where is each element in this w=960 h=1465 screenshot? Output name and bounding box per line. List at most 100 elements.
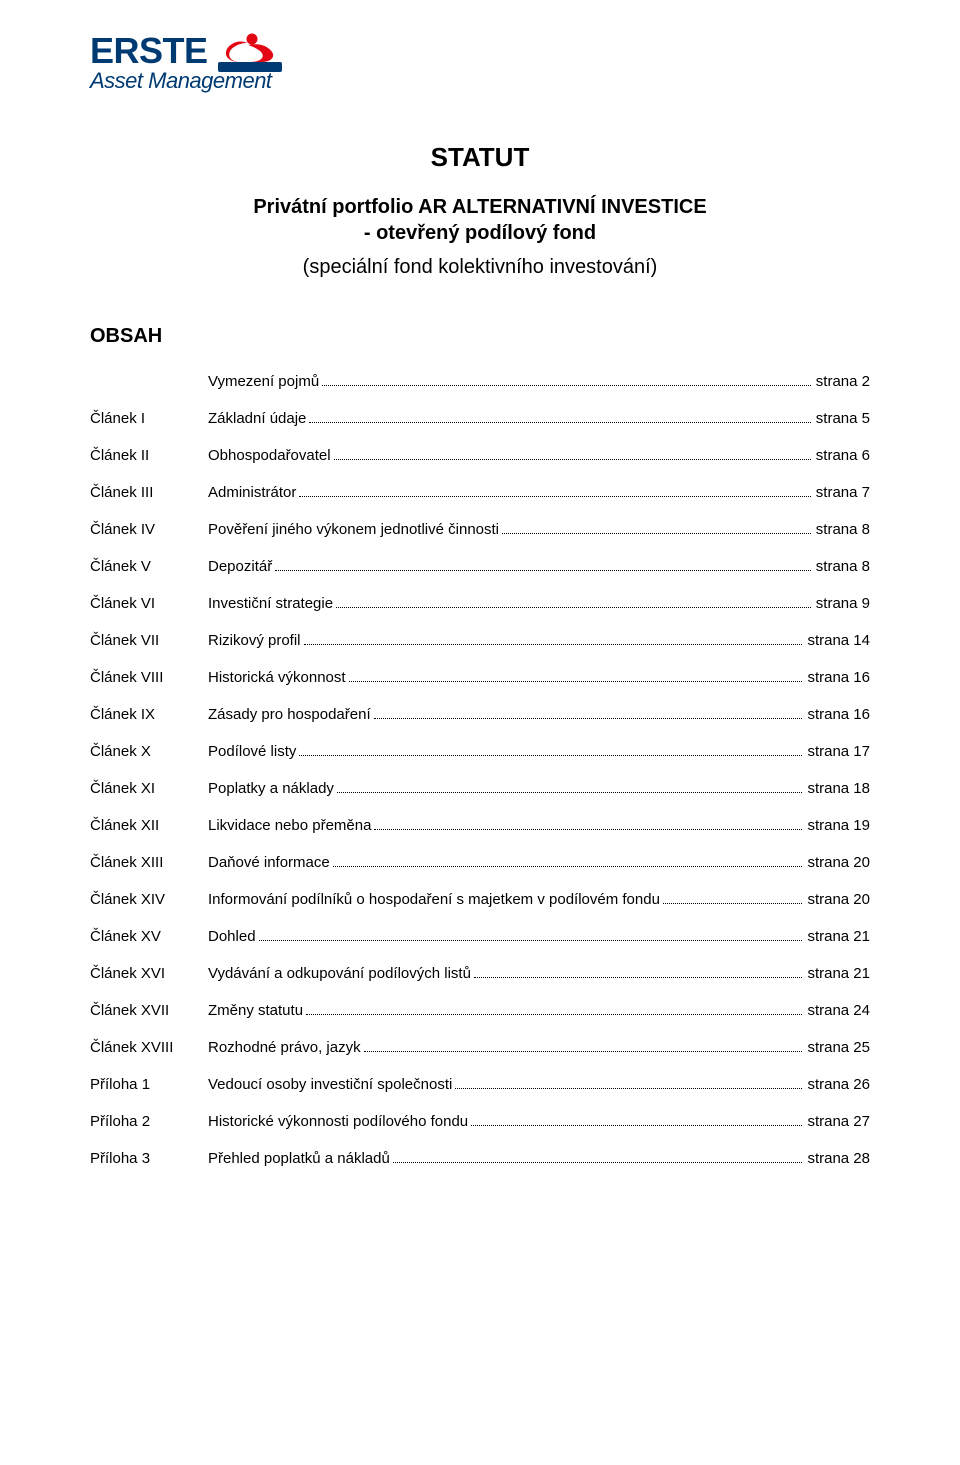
toc-entry-text: Pověření jiného výkonem jednotlivé činno…: [208, 522, 499, 537]
toc-page-number: strana 8: [814, 522, 870, 537]
toc-entry-text: Daňové informace: [208, 855, 330, 870]
toc-entry: Dohled strana 21: [208, 929, 870, 944]
toc-page-number: strana 20: [805, 892, 870, 907]
document-subtitle: Privátní portfolio AR ALTERNATIVNÍ INVES…: [90, 195, 870, 246]
toc-entry-text: Vedoucí osoby investiční společnosti: [208, 1077, 452, 1092]
toc-article-label: Článek VI: [90, 596, 208, 611]
document-subtitle-paren: (speciální fond kolektivního investování…: [90, 256, 870, 279]
toc-dot-leader: [299, 755, 802, 756]
toc-entry-text: Základní údaje: [208, 411, 306, 426]
toc-row: Příloha 3Přehled poplatků a nákladůstran…: [90, 1151, 870, 1166]
toc-page-number: strana 8: [814, 559, 870, 574]
toc-entry: Základní údaje strana 5: [208, 411, 870, 426]
toc-page-number: strana 16: [805, 707, 870, 722]
toc-article-label: Článek XVIII: [90, 1040, 208, 1055]
toc-page-number: strana 28: [805, 1151, 870, 1166]
toc-entry-text: Depozitář: [208, 559, 272, 574]
toc-dot-leader: [349, 681, 803, 682]
toc-dot-leader: [306, 1014, 802, 1015]
toc-entry-text: Dohled: [208, 929, 256, 944]
toc-entry-text: Informování podílníků o hospodaření s ma…: [208, 892, 660, 907]
toc-entry: Přehled poplatků a nákladůstrana 28: [208, 1151, 870, 1166]
toc-article-label: Článek IV: [90, 522, 208, 537]
toc-dot-leader: [502, 533, 811, 534]
table-of-contents: Vymezení pojmůstrana 2Článek IZákladní ú…: [90, 374, 870, 1166]
toc-page-number: strana 16: [805, 670, 870, 685]
toc-article-label: Článek XVI: [90, 966, 208, 981]
toc-entry-text: Rizikový profil: [208, 633, 301, 648]
toc-page-number: strana 20: [805, 855, 870, 870]
toc-dot-leader: [337, 792, 803, 793]
toc-entry-text: Vydávání a odkupování podílových listů: [208, 966, 471, 981]
toc-entry: Vedoucí osoby investiční společnostistra…: [208, 1077, 870, 1092]
toc-row: Článek XIIIDaňové informace strana 20: [90, 855, 870, 870]
toc-dot-leader: [336, 607, 811, 608]
toc-article-label: Článek XII: [90, 818, 208, 833]
toc-article-label: Příloha 3: [90, 1151, 208, 1166]
toc-row: Článek IVPověření jiného výkonem jednotl…: [90, 522, 870, 537]
toc-entry-text: Historické výkonnosti podílového fondu: [208, 1114, 468, 1129]
toc-row: Vymezení pojmůstrana 2: [90, 374, 870, 389]
toc-article-label: Článek XVII: [90, 1003, 208, 1018]
toc-row: Článek VIIIHistorická výkonnoststrana 16: [90, 670, 870, 685]
toc-dot-leader: [304, 644, 803, 645]
toc-row: Článek VDepozitář strana 8: [90, 559, 870, 574]
toc-article-label: Článek XIII: [90, 855, 208, 870]
toc-dot-leader: [364, 1051, 803, 1052]
toc-page-number: strana 5: [814, 411, 870, 426]
toc-entry: Změny statutu strana 24: [208, 1003, 870, 1018]
toc-entry: Informování podílníků o hospodaření s ma…: [208, 892, 870, 907]
toc-page-number: strana 21: [805, 929, 870, 944]
subtitle-line-2: - otevřený podílový fond: [364, 222, 596, 244]
toc-entry-text: Rozhodné právo, jazyk: [208, 1040, 361, 1055]
toc-entry: Rizikový profilstrana 14: [208, 633, 870, 648]
toc-row: Článek XVIIIRozhodné právo, jazyk strana …: [90, 1040, 870, 1055]
toc-row: Článek IIIAdministrátorstrana 7: [90, 485, 870, 500]
logo-word: ERSTE: [90, 30, 208, 72]
toc-article-label: Článek X: [90, 744, 208, 759]
toc-dot-leader: [309, 422, 810, 423]
toc-dot-leader: [299, 496, 810, 497]
toc-entry-text: Administrátor: [208, 485, 296, 500]
toc-row: Článek VIIRizikový profilstrana 14: [90, 633, 870, 648]
toc-entry: Rozhodné právo, jazyk strana 25: [208, 1040, 870, 1055]
toc-page-number: strana 25: [805, 1040, 870, 1055]
toc-row: Článek XPodílové listystrana 17: [90, 744, 870, 759]
toc-entry: Obhospodařovatelstrana 6: [208, 448, 870, 463]
toc-row: Článek XIILikvidace nebo přeměnastrana 1…: [90, 818, 870, 833]
toc-dot-leader: [374, 829, 802, 830]
toc-entry: Podílové listystrana 17: [208, 744, 870, 759]
toc-entry: Vydávání a odkupování podílových listů st…: [208, 966, 870, 981]
toc-entry: Historická výkonnoststrana 16: [208, 670, 870, 685]
toc-entry-text: Podílové listy: [208, 744, 296, 759]
toc-article-label: Článek III: [90, 485, 208, 500]
toc-page-number: strana 24: [805, 1003, 870, 1018]
toc-article-label: Článek IX: [90, 707, 208, 722]
toc-dot-leader: [663, 903, 803, 904]
toc-row: Článek IZákladní údajestrana 5: [90, 411, 870, 426]
toc-row: Článek XIVInformování podílníků o hospod…: [90, 892, 870, 907]
toc-entry: Zásady pro hospodařenístrana 16: [208, 707, 870, 722]
toc-row: Článek IXZásady pro hospodařenístrana 16: [90, 707, 870, 722]
toc-row: Příloha 1Vedoucí osoby investiční společ…: [90, 1077, 870, 1092]
toc-entry: Historické výkonnosti podílového fondust…: [208, 1114, 870, 1129]
toc-article-label: Článek V: [90, 559, 208, 574]
toc-dot-leader: [393, 1162, 803, 1163]
toc-page-number: strana 21: [805, 966, 870, 981]
toc-row: Článek XVIVydávání a odkupování podílový…: [90, 966, 870, 981]
toc-entry: Pověření jiného výkonem jednotlivé činno…: [208, 522, 870, 537]
toc-article-label: Příloha 1: [90, 1077, 208, 1092]
toc-dot-leader: [334, 459, 811, 460]
toc-row: Příloha 2Historické výkonnosti podílovéh…: [90, 1114, 870, 1129]
toc-entry-text: Změny statutu: [208, 1003, 303, 1018]
document-title: STATUT: [90, 142, 870, 173]
toc-entry-text: Vymezení pojmů: [208, 374, 319, 389]
logo-s-icon: [218, 30, 290, 72]
toc-page-number: strana 18: [805, 781, 870, 796]
toc-row: Článek IIObhospodařovatelstrana 6: [90, 448, 870, 463]
toc-row: Článek XVIIZměny statutu strana 24: [90, 1003, 870, 1018]
toc-article-label: Příloha 2: [90, 1114, 208, 1129]
toc-article-label: Článek XI: [90, 781, 208, 796]
toc-dot-leader: [471, 1125, 802, 1126]
toc-dot-leader: [374, 718, 803, 719]
